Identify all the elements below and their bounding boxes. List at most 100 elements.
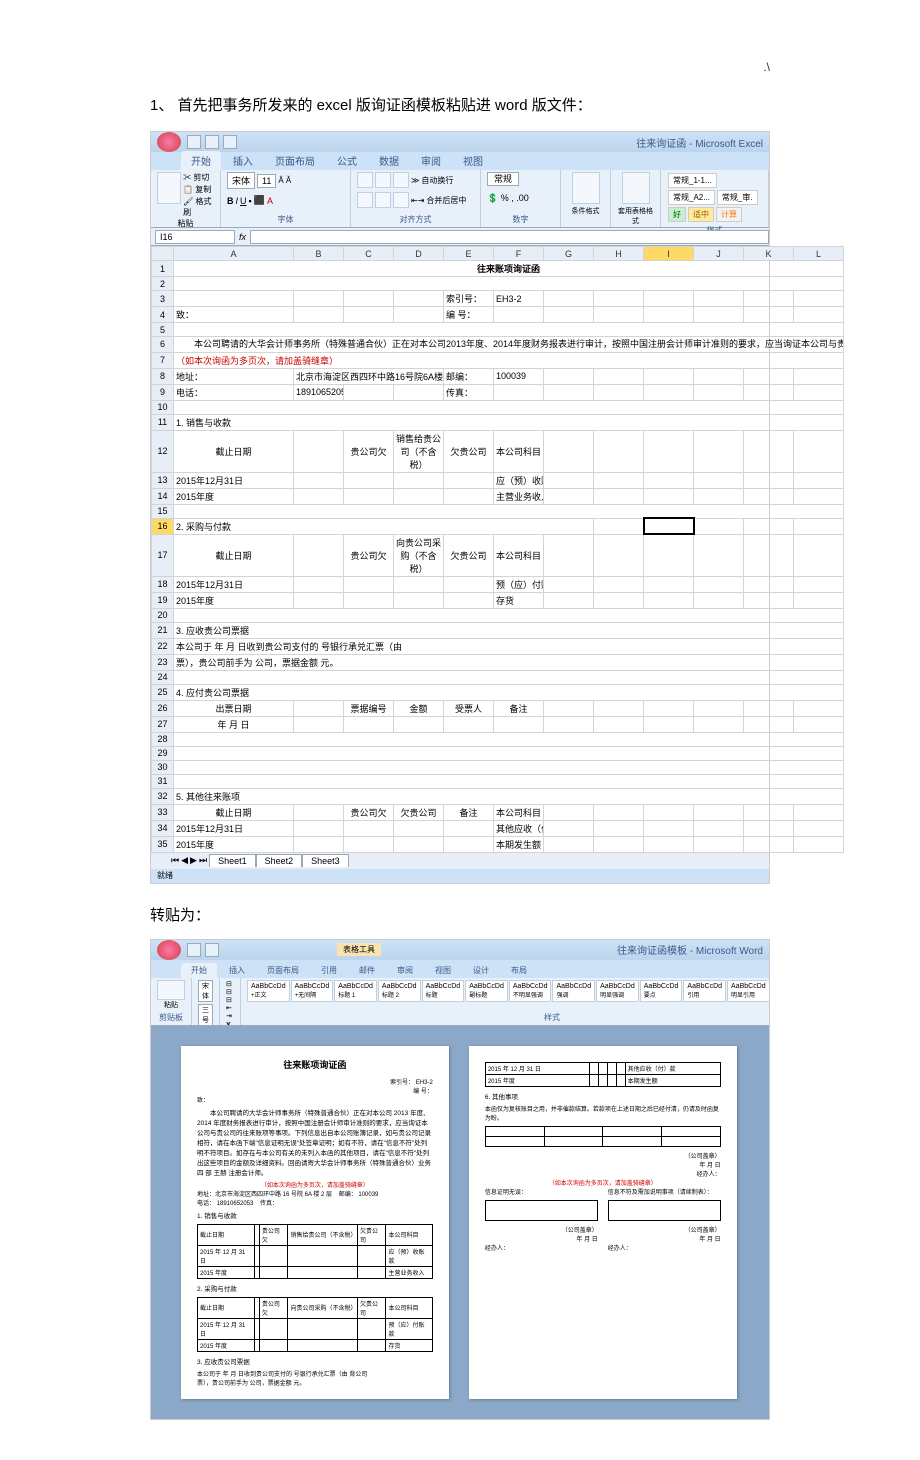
style-item[interactable]: 常规_1-1... bbox=[668, 173, 717, 188]
word-tab-页面布局[interactable]: 页面布局 bbox=[257, 963, 309, 978]
format-painter-button[interactable]: 🖌 格式刷 bbox=[183, 196, 214, 218]
formula-bar[interactable] bbox=[250, 230, 769, 244]
word-tab-设计[interactable]: 设计 bbox=[463, 963, 499, 978]
ribbon-tabs: 开始插入页面布局公式数据审阅视图 bbox=[151, 152, 769, 170]
word-style-item[interactable]: AaBbCcDd标题 1 bbox=[334, 980, 377, 1002]
table-format-button[interactable] bbox=[622, 172, 650, 204]
ribbon-tab-视图[interactable]: 视图 bbox=[453, 151, 493, 170]
word-tab-审阅[interactable]: 审阅 bbox=[387, 963, 423, 978]
office-button[interactable] bbox=[157, 132, 181, 152]
word-style-item[interactable]: AaBbCcDd+正文 bbox=[247, 980, 290, 1002]
word-ribbon-tabs: 开始插入页面布局引用邮件审阅视图设计布局 bbox=[151, 960, 769, 978]
style-item[interactable]: 计算 bbox=[716, 207, 742, 222]
word-tab-布局[interactable]: 布局 bbox=[501, 963, 537, 978]
word-style-item[interactable]: AaBbCcDd引用 bbox=[683, 980, 726, 1002]
cond-format-button[interactable] bbox=[572, 172, 600, 204]
align-right-icon[interactable] bbox=[393, 192, 409, 208]
ribbon: ✂ 剪切 📋 复制 🖌 格式刷 粘贴 剪贴板 宋体 11 Â Ǎ B I bbox=[151, 170, 769, 228]
ribbon-tab-公式[interactable]: 公式 bbox=[327, 151, 367, 170]
word-tab-视图[interactable]: 视图 bbox=[425, 963, 461, 978]
align-group-label: 对齐方式 bbox=[357, 212, 474, 225]
ribbon-tab-审阅[interactable]: 审阅 bbox=[411, 151, 451, 170]
name-box[interactable]: I16 bbox=[155, 230, 235, 244]
status-bar: 就绪 bbox=[151, 869, 769, 883]
merge-center-button[interactable]: 合并后居中 bbox=[426, 195, 466, 206]
word-style-item[interactable]: AaBbCcDd强调 bbox=[552, 980, 595, 1002]
underline-button[interactable]: U bbox=[240, 196, 247, 206]
formula-bar-row: I16 fx bbox=[151, 228, 769, 246]
word-tab-开始[interactable]: 开始 bbox=[181, 963, 217, 978]
style-item[interactable]: 常规_审. bbox=[717, 190, 758, 205]
word-style-item[interactable]: AaBbCcDd标题 bbox=[422, 980, 465, 1002]
word-style-item[interactable]: AaBbCcDd+无间隔 bbox=[291, 980, 334, 1002]
sheet-nav-next-icon[interactable]: ▶ bbox=[190, 855, 197, 866]
bold-button[interactable]: B bbox=[227, 196, 234, 206]
sheet-nav-first-icon[interactable]: ⏮ bbox=[171, 855, 179, 866]
style-item[interactable]: 适中 bbox=[688, 207, 714, 222]
save-icon[interactable] bbox=[187, 135, 201, 149]
word-tab-邮件[interactable]: 邮件 bbox=[349, 963, 385, 978]
between-text: 转贴为： bbox=[150, 904, 770, 925]
sheet-nav-prev-icon[interactable]: ◀ bbox=[181, 855, 188, 866]
align-top-icon[interactable] bbox=[357, 172, 373, 188]
cell-styles-gallery[interactable]: 常规_1-1... 常规_A2...常规_审. 好适中计算 bbox=[667, 172, 762, 223]
style-item[interactable]: 常规_A2... bbox=[668, 190, 715, 205]
word-office-button[interactable] bbox=[157, 940, 181, 960]
wrap-text-button[interactable]: 自动换行 bbox=[421, 175, 453, 186]
ribbon-tab-页面布局[interactable]: 页面布局 bbox=[265, 151, 325, 170]
word-paste-button[interactable] bbox=[157, 980, 185, 1000]
spreadsheet-grid[interactable]: ABCDEFGHIJKL1往来账项询证函23索引号：EH3-24致：编 号：56… bbox=[151, 246, 769, 853]
style-item[interactable]: 好 bbox=[668, 207, 686, 222]
font-group-label: 字体 bbox=[227, 212, 344, 225]
word-style-item[interactable]: AaBbCcDd不明显强调 bbox=[509, 980, 552, 1002]
align-left-icon[interactable] bbox=[357, 192, 373, 208]
paste-button[interactable] bbox=[157, 172, 181, 204]
word-page-2: 2015 年 12 月 31 日其他应收（付）款2015 年度本期发生额 6. … bbox=[469, 1046, 737, 1399]
word-style-item[interactable]: AaBbCcDd明显引用 bbox=[727, 980, 769, 1002]
excel-screenshot: 往来询证函 - Microsoft Excel 开始插入页面布局公式数据审阅视图… bbox=[150, 131, 770, 884]
align-mid-icon[interactable] bbox=[375, 172, 391, 188]
font-name-select[interactable]: 宋体 bbox=[227, 172, 255, 189]
word-page-1: 往来账项询证函 索引号： EH3-2 编 号： 致： 本公司聘请的大华会计师事务… bbox=[181, 1046, 449, 1399]
ribbon-tab-开始[interactable]: 开始 bbox=[181, 151, 221, 170]
app-title: 往来询证函 - Microsoft Excel bbox=[636, 135, 763, 150]
word-document-area[interactable]: 往来账项询证函 索引号： EH3-2 编 号： 致： 本公司聘请的大华会计师事务… bbox=[151, 1026, 769, 1419]
sheet-tab[interactable]: Sheet1 bbox=[209, 854, 256, 867]
word-style-item[interactable]: AaBbCcDd要点 bbox=[640, 980, 683, 1002]
word-styles-gallery[interactable]: AaBbCcDd+正文AaBbCcDd+无间隔AaBbCcDd标题 1AaBbC… bbox=[247, 980, 769, 1002]
word-save-icon[interactable] bbox=[187, 943, 201, 957]
word-screenshot: 表格工具 往来询证函模板 - Microsoft Word 开始插入页面布局引用… bbox=[150, 939, 770, 1420]
number-format-select[interactable]: 常规 bbox=[487, 172, 519, 186]
ribbon-tab-插入[interactable]: 插入 bbox=[223, 151, 263, 170]
word-app-title: 往来询证函模板 - Microsoft Word bbox=[617, 942, 763, 957]
sheet-tab[interactable]: Sheet2 bbox=[256, 854, 303, 867]
italic-button[interactable]: I bbox=[236, 196, 239, 206]
ribbon-tab-数据[interactable]: 数据 bbox=[369, 151, 409, 170]
quick-access-toolbar bbox=[187, 135, 237, 149]
number-group-label: 数字 bbox=[487, 212, 554, 225]
excel-titlebar: 往来询证函 - Microsoft Excel bbox=[151, 132, 769, 152]
font-size-select[interactable]: 11 bbox=[257, 174, 276, 188]
word-style-item[interactable]: AaBbCcDd明显强调 bbox=[596, 980, 639, 1002]
copy-button[interactable]: 📋 复制 bbox=[183, 184, 214, 195]
redo-icon[interactable] bbox=[223, 135, 237, 149]
word-font-name[interactable]: 宋体 bbox=[198, 980, 213, 1002]
word-style-item[interactable]: AaBbCcDd标题 2 bbox=[378, 980, 421, 1002]
word-style-item[interactable]: AaBbCcDd副标题 bbox=[465, 980, 508, 1002]
word-tab-插入[interactable]: 插入 bbox=[219, 963, 255, 978]
align-bot-icon[interactable] bbox=[393, 172, 409, 188]
fx-icon[interactable]: fx bbox=[239, 232, 246, 242]
word-tab-引用[interactable]: 引用 bbox=[311, 963, 347, 978]
align-center-icon[interactable] bbox=[375, 192, 391, 208]
context-tab-label: 表格工具 bbox=[337, 943, 381, 956]
undo-icon[interactable] bbox=[205, 135, 219, 149]
cut-button[interactable]: ✂ 剪切 bbox=[183, 172, 214, 183]
header-mark: .\ bbox=[150, 60, 770, 74]
sheet-nav-last-icon[interactable]: ⏭ bbox=[199, 855, 207, 866]
word-titlebar: 表格工具 往来询证函模板 - Microsoft Word bbox=[151, 940, 769, 960]
sheet-tabs: ⏮ ◀ ▶ ⏭ Sheet1Sheet2Sheet3 bbox=[151, 853, 769, 869]
sheet-tab[interactable]: Sheet3 bbox=[302, 854, 349, 867]
instruction-text: 1、 首先把事务所发来的 excel 版询证函模板粘贴进 word 版文件： bbox=[150, 94, 770, 115]
word-undo-icon[interactable] bbox=[205, 943, 219, 957]
word-font-size[interactable]: 三号 bbox=[198, 1004, 213, 1026]
